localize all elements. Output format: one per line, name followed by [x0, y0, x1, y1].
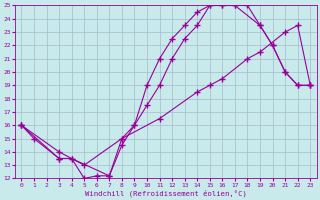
X-axis label: Windchill (Refroidissement éolien,°C): Windchill (Refroidissement éolien,°C)	[85, 189, 247, 197]
